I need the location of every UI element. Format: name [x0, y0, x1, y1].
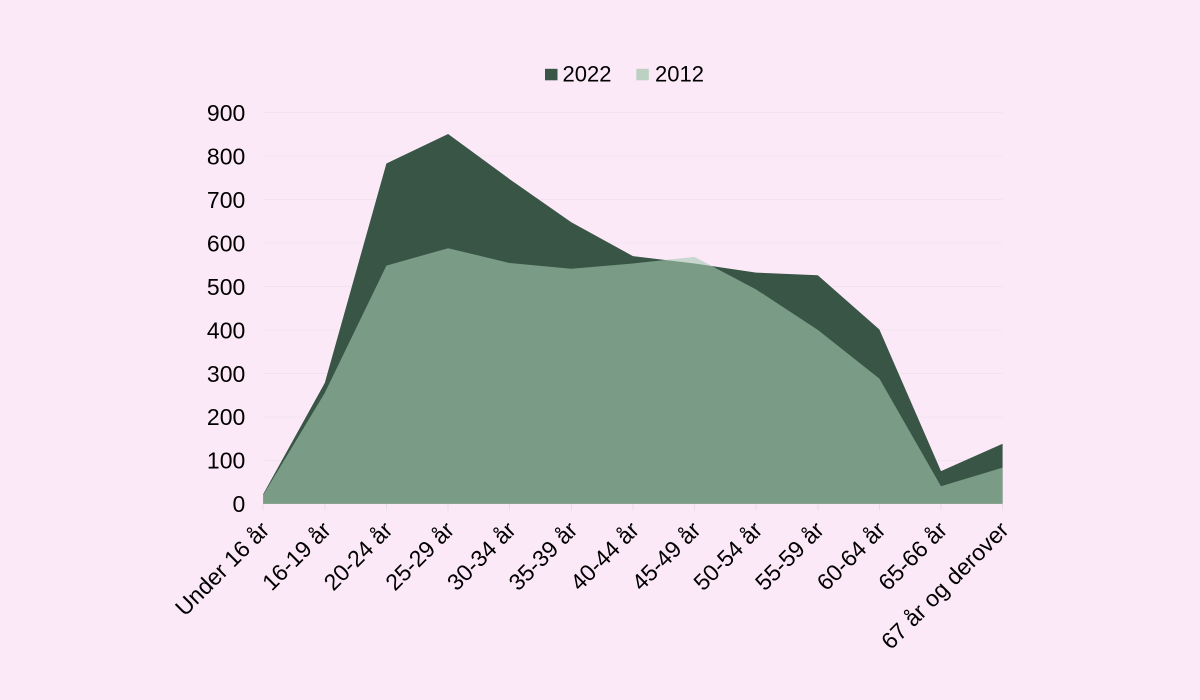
svg-text:100: 100 [207, 448, 245, 474]
svg-text:2022: 2022 [563, 62, 612, 87]
svg-text:400: 400 [207, 317, 245, 343]
svg-text:700: 700 [207, 187, 245, 213]
svg-text:2012: 2012 [655, 62, 704, 87]
svg-text:600: 600 [207, 230, 245, 256]
svg-text:300: 300 [207, 361, 245, 387]
svg-text:500: 500 [207, 274, 245, 300]
svg-text:800: 800 [207, 144, 245, 170]
svg-text:900: 900 [207, 100, 245, 126]
svg-text:0: 0 [233, 491, 246, 517]
svg-text:200: 200 [207, 404, 245, 430]
